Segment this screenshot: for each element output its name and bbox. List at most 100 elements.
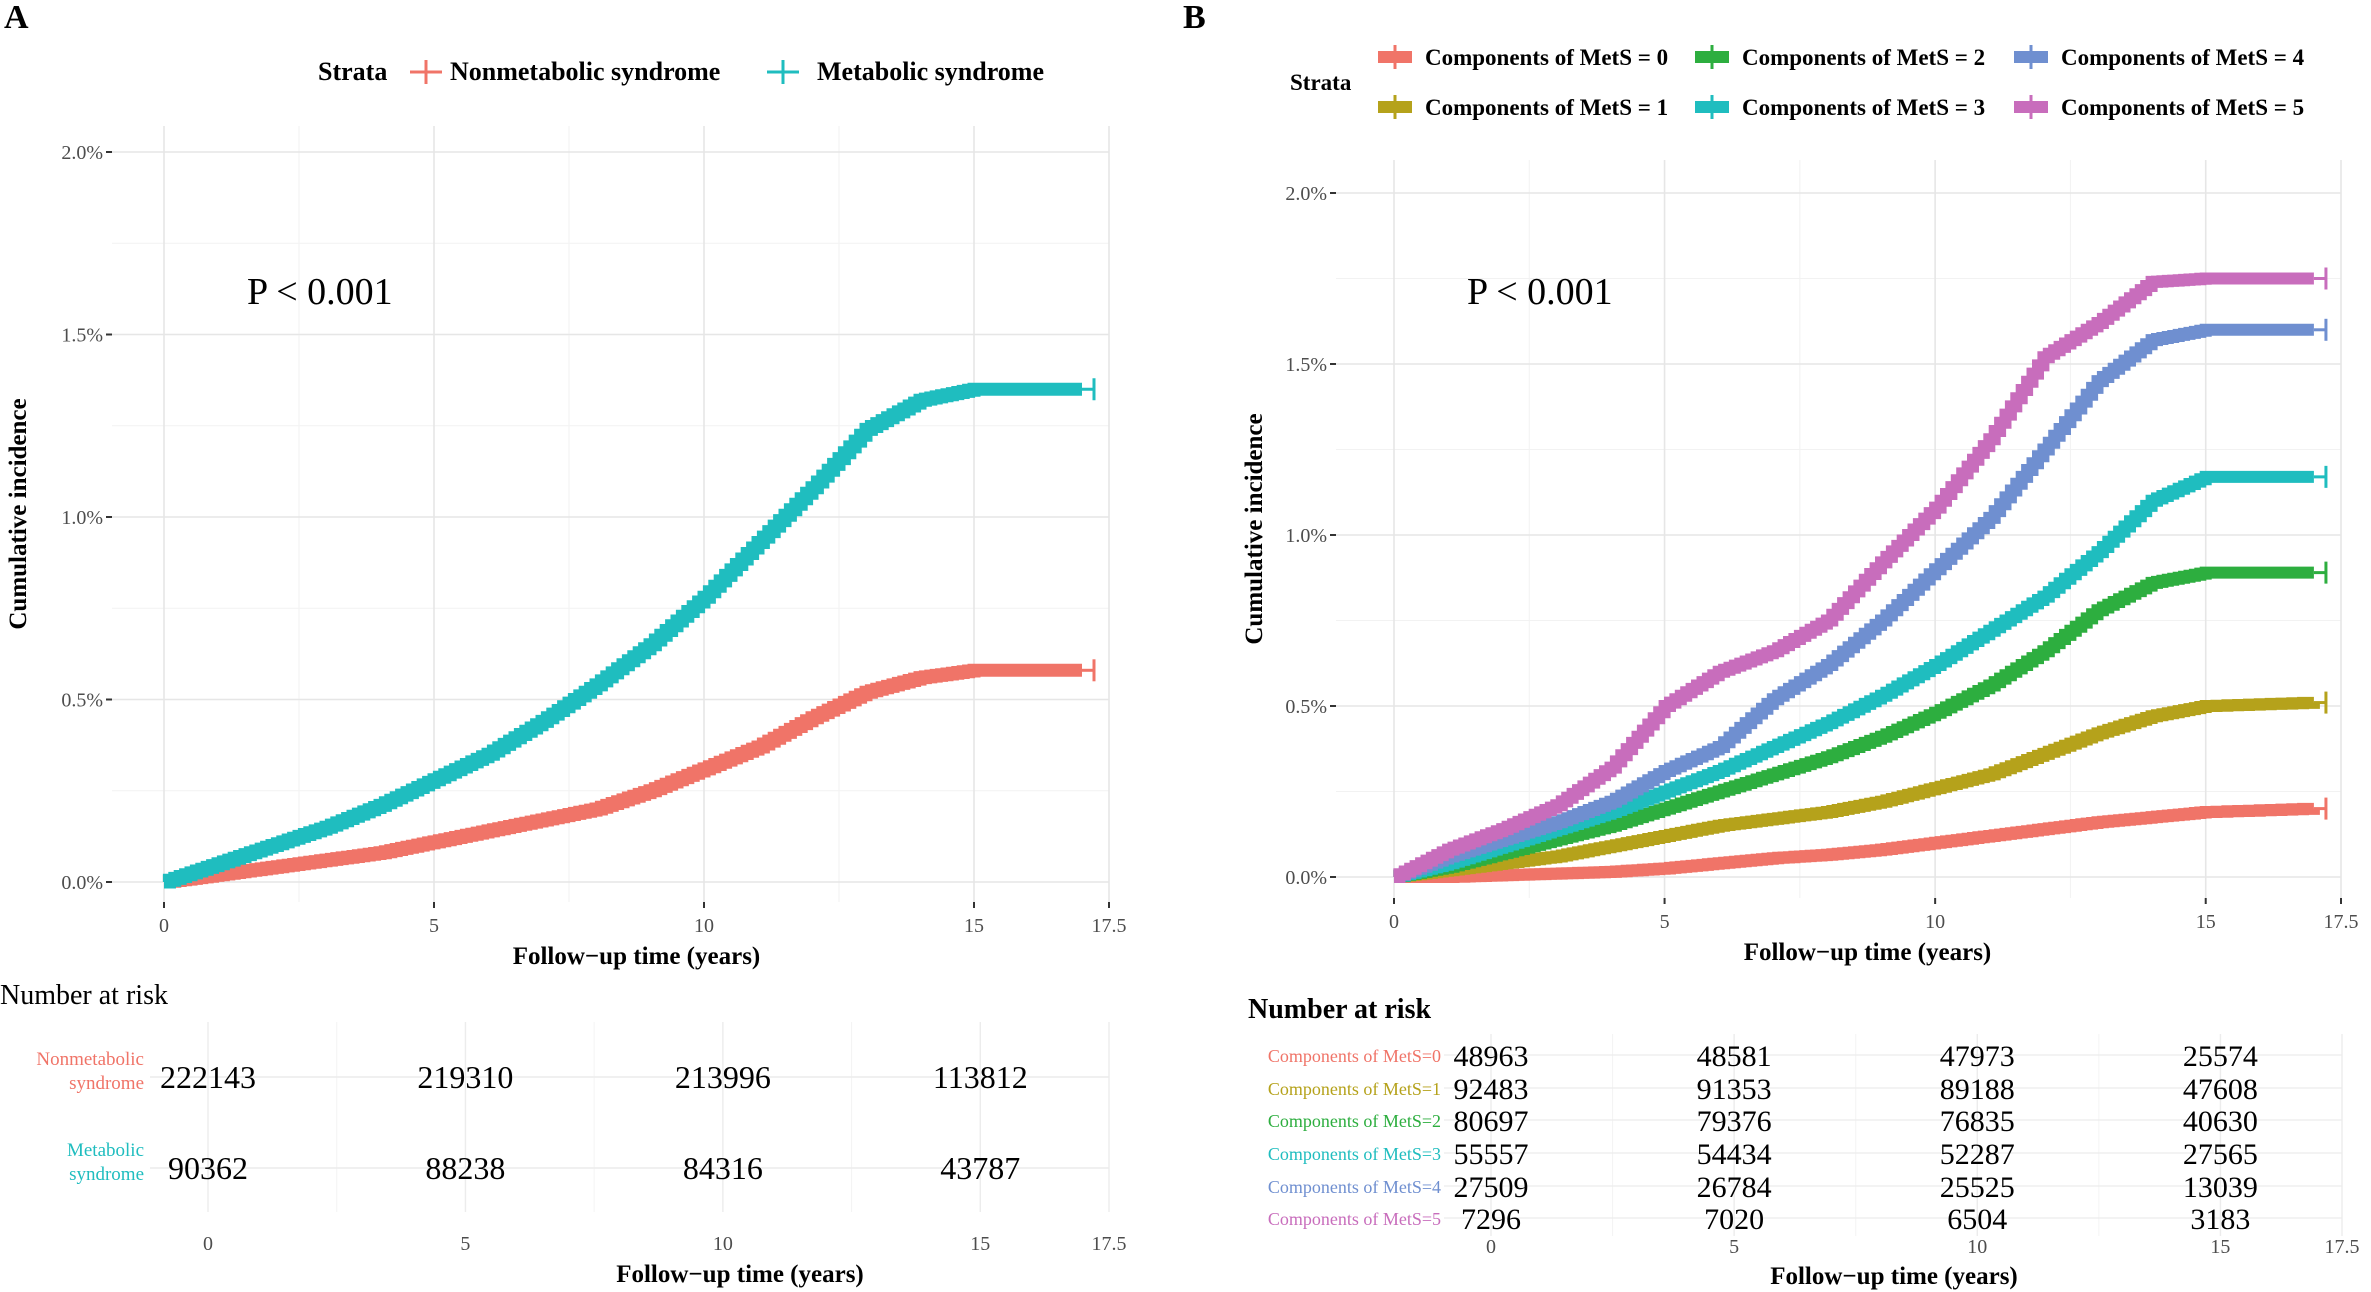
panel-b-series-line [1393,272,2314,883]
panel-a-y-tick-label: 1.5% [61,325,103,347]
panel-a: 0.0% 0.5% 1.0% 1.5% 2.0% 0 5 10 15 17.5 Follow−up … [5,57,1127,970]
panel-b-risk-value: 40630 [2183,1105,2258,1138]
panel-a-x-tick-label: 17.5 [1092,915,1127,937]
panel-b-risk-table-title: Number at risk [1248,994,1431,1025]
panel-a-x-tick-label: 0 [159,915,169,937]
panel-b-risk-value: 7020 [1704,1203,1764,1236]
panel-b-risk-x-axis-label: Follow−up time (years) [1770,1263,2018,1290]
panel-b-legend-label: Components of MetS = 4 [2061,45,2305,70]
panel-a-y-tick-label: 2.0% [61,142,103,164]
panel-a-risk-value: 222143 [160,1059,256,1095]
panel-b-risk-value: 6504 [1947,1203,2007,1236]
panel-a-risk-value: 113812 [933,1059,1028,1095]
panel-b-y-tick-label: 1.5% [1285,354,1327,376]
panel-b-risk-value: 52287 [1940,1138,2015,1171]
panel-a-y-axis-label: Cumulative incidence [5,398,32,629]
panel-b-risk-x-tick-label: 15 [2210,1236,2230,1258]
panel-b-y-axis-label: Cumulative incidence [1241,413,1268,644]
panel-a-x-tick-label: 15 [964,915,984,937]
panel-b-y-tick-label: 1.0% [1285,525,1327,547]
panel-b-risk-table: Number at risk Components of MetS=0 48963 4… [1248,994,2360,1290]
panel-b-risk-x-tick-label: 10 [1967,1236,1987,1258]
panel-b-risk-value: 89188 [1940,1073,2015,1106]
panel-b-x-tick-label: 0 [1389,911,1399,933]
panel-b-risk-value: 48963 [1454,1040,1529,1073]
panel-a-letter: A [4,0,29,36]
panel-b-risk-row-label: Components of MetS=1 [1268,1079,1441,1099]
panel-b-series-line [1393,696,2320,883]
panel-a-legend-label: Metabolic syndrome [817,57,1044,86]
panel-b-risk-value: 91353 [1697,1073,1772,1106]
panel-a-p-value-annotation: P < 0.001 [247,271,393,313]
panel-a-x-axis-label: Follow−up time (years) [513,943,761,970]
panel-b-x-tick-label: 15 [2196,911,2216,933]
panel-b-risk-value: 27565 [2183,1138,2258,1171]
panel-b-risk-value: 80697 [1454,1105,1529,1138]
panel-a-risk-row-label-line1: Nonmetabolic [36,1049,144,1070]
panel-a-x-tick-label: 5 [429,915,439,937]
panel-a-legend-label: Nonmetabolic syndrome [450,57,720,86]
panel-b-legend-label: Components of MetS = 2 [1742,45,1985,70]
panel-a-risk-x-tick-label: 15 [970,1233,990,1255]
panel-b-y-tick-label: 2.0% [1285,183,1327,205]
panel-a-y-tick-label: 0.0% [61,872,103,894]
panel-a-y-tick-label: 0.5% [61,690,103,712]
panel-b-risk-row-label: Components of MetS=3 [1268,1144,1441,1164]
panel-b-risk-row-label: Components of MetS=2 [1268,1111,1441,1131]
panel-b-risk-x-tick-label: 17.5 [2325,1236,2360,1258]
panel-a-x-tick-label: 10 [694,915,714,937]
panel-a-risk-x-tick-label: 10 [713,1233,733,1255]
panel-b-risk-value: 25525 [1940,1171,2015,1204]
panel-a-legend-title: Strata [318,57,387,86]
panel-a-risk-row-label-line2: syndrome [69,1164,144,1185]
panel-b-risk-row-label: Components of MetS=5 [1268,1209,1441,1229]
panel-a-risk-value: 84316 [683,1150,763,1186]
panel-b-p-value-annotation: P < 0.001 [1467,271,1613,313]
panel-a-risk-value: 88238 [425,1150,505,1186]
panel-b-risk-value: 27509 [1454,1171,1529,1204]
panel-b-risk-row-label: Components of MetS=0 [1268,1046,1441,1066]
panel-a-y-tick-label: 1.0% [61,507,103,529]
panel-b-risk-value: 55557 [1454,1138,1529,1171]
panel-a-risk-row-label-line2: syndrome [69,1073,144,1094]
panel-b-risk-value: 47608 [2183,1073,2258,1106]
panel-b-legend-label: Components of MetS = 3 [1742,95,1985,120]
panel-b-legend-label: Components of MetS = 1 [1425,95,1668,120]
panel-b-risk-value: 92483 [1454,1073,1529,1106]
panel-a-series-line [162,382,1082,889]
panel-b-series-line [1393,323,2314,883]
panel-b-legend-label: Components of MetS = 0 [1425,45,1668,70]
panel-a-risk-x-axis-label: Follow−up time (years) [616,1261,864,1288]
panel-a-risk-row-label-line1: Metabolic [67,1140,144,1161]
panel-b-risk-value: 54434 [1697,1138,1772,1171]
panel-b: 0.0% 0.5% 1.0% 1.5% 2.0% 0 5 10 15 17.5 Follow−up … [1241,45,2359,966]
panel-b-risk-x-tick-label: 0 [1486,1236,1496,1258]
panel-a-risk-table: Number at risk Nonmetabolic syndrome 222143… [0,980,1127,1288]
panel-a-risk-value: 219310 [417,1059,513,1095]
panel-b-risk-x-tick-label: 5 [1729,1236,1739,1258]
panel-b-risk-value: 25574 [2183,1040,2258,1073]
panel-b-risk-value: 48581 [1697,1040,1772,1073]
panel-b-risk-value: 79376 [1697,1105,1772,1138]
panel-b-risk-value: 76835 [1940,1105,2015,1138]
panel-b-x-tick-label: 17.5 [2324,911,2359,933]
panel-b-legend-title: Strata [1290,70,1352,95]
panel-b-legend-label: Components of MetS = 5 [2061,95,2304,120]
panel-b-risk-value: 3183 [2190,1203,2250,1236]
panel-a-risk-table-title: Number at risk [0,980,168,1011]
panel-a-risk-x-tick-label: 17.5 [1092,1233,1127,1255]
panel-b-series-line [1394,802,2320,883]
panel-a-risk-value: 90362 [168,1150,248,1186]
panel-b-risk-value: 26784 [1697,1171,1772,1204]
panel-a-risk-x-tick-label: 5 [460,1233,470,1255]
panel-b-risk-row-label: Components of MetS=4 [1268,1177,1441,1197]
panel-b-risk-value: 47973 [1940,1040,2015,1073]
panel-b-x-tick-label: 5 [1660,911,1670,933]
panel-a-risk-value: 43787 [940,1150,1020,1186]
panel-b-y-tick-label: 0.5% [1285,696,1327,718]
panel-b-x-tick-label: 10 [1925,911,1945,933]
panel-b-risk-value: 13039 [2183,1171,2258,1204]
panel-b-risk-value: 7296 [1461,1203,1521,1236]
panel-a-risk-x-tick-label: 0 [203,1233,213,1255]
